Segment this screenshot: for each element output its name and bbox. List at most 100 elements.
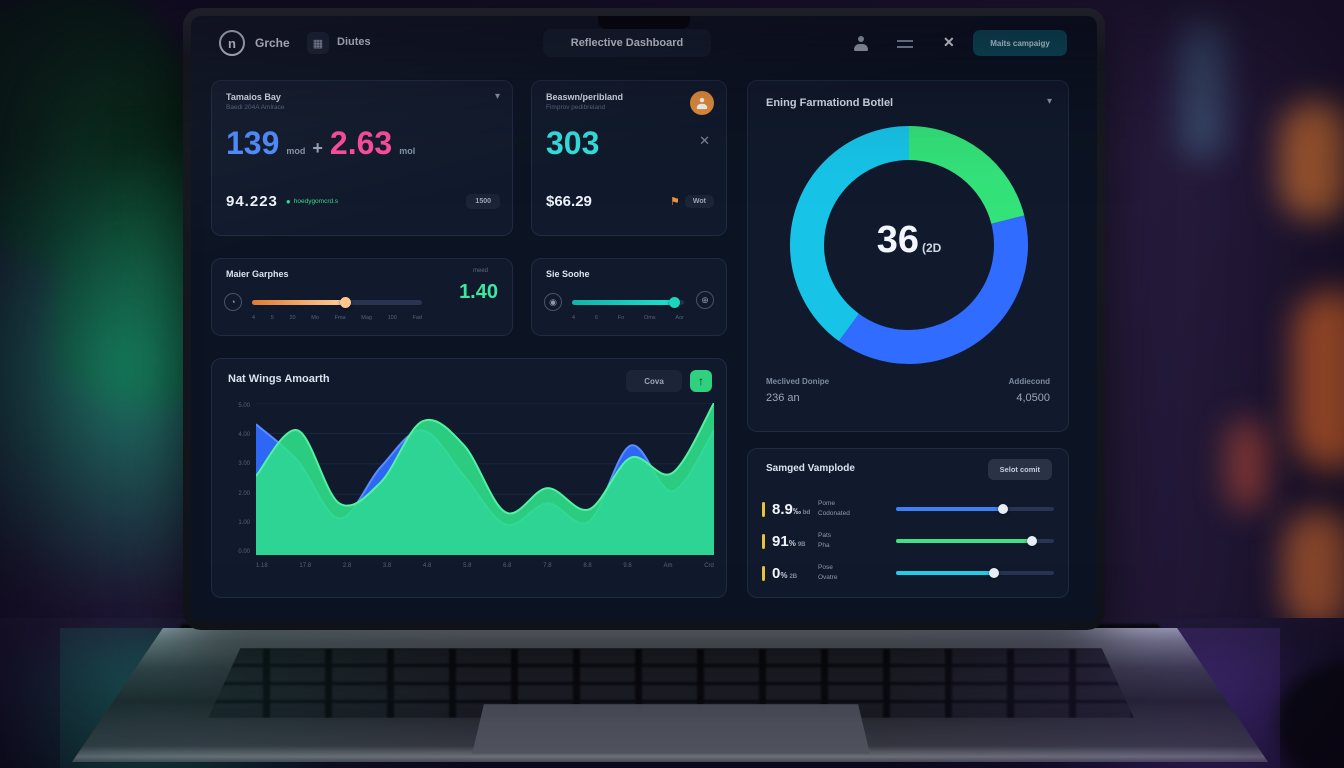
metric-value: 91% 9B <box>772 532 806 550</box>
metric-row: 91% 9B Pats Pha <box>762 525 1054 557</box>
metric-label: Pats Pha <box>818 532 832 549</box>
y-tick-label: 0.00 <box>238 548 250 555</box>
y-tick-label: 3.00 <box>238 461 250 468</box>
user-icon[interactable] <box>853 36 869 51</box>
cyan-bokeh-light <box>1180 20 1226 160</box>
chevron-down-icon[interactable]: ▾ <box>494 91 500 102</box>
metric-slider[interactable] <box>896 504 1054 514</box>
revenue-card-title: Beaswn/peribland <box>546 92 624 102</box>
slider1-knob[interactable] <box>339 297 351 308</box>
revenue-badge[interactable]: Wot <box>684 195 714 208</box>
stats-card-title: Tamaios Bay <box>226 92 281 102</box>
tick-label: Mo <box>311 315 319 321</box>
slider1-value: 1.40 <box>459 281 498 303</box>
revenue-value: 303 <box>546 125 600 161</box>
donut-stat1-value: 236 an <box>766 392 800 404</box>
metric-value: 8.9‰ bd <box>772 500 811 518</box>
y-tick-label: 1.00 <box>238 519 250 526</box>
metric-slider-knob[interactable] <box>988 568 999 578</box>
slider2-track[interactable] <box>572 297 684 308</box>
green-tag: ● hoedygomcrd.s <box>286 197 338 206</box>
campaign-button[interactable]: Maits campaigy <box>973 30 1067 56</box>
chevron-down-icon[interactable]: ▾ <box>1046 96 1052 107</box>
orange-bokeh-light <box>1286 510 1344 630</box>
donut-stat-left: Meclived Donipe 236 an <box>766 377 829 404</box>
metric-slider[interactable] <box>896 568 1054 578</box>
chart-x-labels: 1.18 17.8 2.8 3.8 4.8 5.8 6.8 7.8 8.8 9.8 Am Crd <box>256 563 714 569</box>
stat-value-1: 139 <box>226 125 280 161</box>
slider2-knob[interactable] <box>669 297 681 308</box>
slider1-track[interactable] <box>252 297 422 308</box>
donut-center-unit: (2D <box>921 241 942 255</box>
stat-unit-2: mol <box>399 146 416 156</box>
donut-stat2-label: Addiecond <box>1008 377 1050 386</box>
donut-title: Ening Farmationd Botlel <box>766 97 894 109</box>
revenue-amount: $66.29 <box>546 193 592 210</box>
tick-label: 20 <box>289 315 296 321</box>
x-tick-label: Am <box>663 563 673 569</box>
donut-center-value: 36 <box>876 219 919 261</box>
person-icon <box>696 97 708 109</box>
tick-label: Fma <box>334 315 346 321</box>
metric-slider-fill <box>896 507 1004 511</box>
page-title: Reflective Dashboard <box>543 29 711 57</box>
x-tick-label: 4.8 <box>423 563 432 569</box>
stat-unit-1: mod <box>286 146 306 156</box>
metric-label: Pose Ovatre <box>818 564 838 581</box>
metric-slider-knob[interactable] <box>1026 536 1037 546</box>
stats-values: 139 mod + 2.63 mol <box>226 125 415 162</box>
dial-icon[interactable]: ◉ <box>544 293 562 311</box>
chart-button[interactable]: Cova <box>626 370 682 392</box>
metric-slider-fill <box>896 571 994 575</box>
arrow-up-icon[interactable]: ↑ <box>690 370 712 392</box>
chart-title: Nat Wings Amoarth <box>228 373 330 385</box>
metric-slider[interactable] <box>896 536 1054 546</box>
x-tick-label: 2.8 <box>342 563 352 569</box>
slider1-ticks: 4 5 20 Mo Fma Mag 100 Fad <box>252 315 422 321</box>
donut-stat1-label: Meclived Donipe <box>766 377 830 386</box>
camera-notch <box>598 16 690 29</box>
menu-icon[interactable] <box>897 40 913 50</box>
dismiss-icon[interactable]: ✕ <box>699 133 710 148</box>
metric-label: Pome Codonated <box>818 500 850 517</box>
donut-card: Ening Farmationd Botlel ▾ 36 (2D Meclived… <box>747 80 1069 432</box>
laptop-trackpad <box>472 704 870 754</box>
tick-label: Mag <box>361 315 372 321</box>
select-commit-button[interactable]: Selot comit <box>987 459 1052 480</box>
stats-mini-button[interactable]: 1500 <box>466 194 500 209</box>
x-tick-label: Crd <box>704 563 714 569</box>
stats-card-subtitle: Baedi 204A Amlrace <box>226 104 285 111</box>
x-tick-label: 5.8 <box>463 563 472 569</box>
donut-stat2-value: 4,0500 <box>1016 392 1050 404</box>
plus-sign: + <box>312 138 323 158</box>
donut-segment-blue <box>790 126 1028 364</box>
metric-slider-knob[interactable] <box>998 504 1009 514</box>
nav-item-diutes[interactable]: Diutes <box>337 36 371 48</box>
badge-icon[interactable]: ⊕ <box>696 291 714 309</box>
metrics-title: Samged Vamplode <box>766 463 855 474</box>
orange-bokeh-light <box>1228 420 1268 510</box>
top-nav: n Grche ▦ Diutes Reflective Dashboard ✕ … <box>191 16 1097 70</box>
x-tick-label: 17.8 <box>299 563 312 569</box>
app-logo[interactable]: n <box>219 30 245 56</box>
metric-marker <box>762 533 765 549</box>
x-tick-label: 6.8 <box>503 563 512 569</box>
metrics-card: Samged Vamplode Selot comit 8.9‰ bd Pome Co… <box>747 448 1069 598</box>
metric-rows: 8.9‰ bd Pome Codonated 91% 9B Pats Pha 0% 2B Pose O… <box>762 493 1054 589</box>
grid-icon[interactable]: ▦ <box>307 32 329 54</box>
clock-icon[interactable]: ◔ <box>224 293 242 311</box>
chart-card: Nat Wings Amoarth Cova ↑ 5.00 4.00 3.00 2.0… <box>211 358 727 598</box>
slider-card-2: Sie Soohe ◉ ⊕ 4 6 Fo Oms Aor <box>531 258 727 336</box>
donut-segment-cyan <box>790 126 1028 364</box>
avatar[interactable] <box>690 91 714 115</box>
orange-bokeh-light <box>1296 290 1344 470</box>
close-icon[interactable]: ✕ <box>943 34 955 50</box>
tick-label: Fad <box>412 315 422 321</box>
tick-label: Fo <box>617 315 625 321</box>
dot-icon: ● <box>285 197 291 206</box>
x-tick-label: 8.8 <box>583 563 592 569</box>
tick-label: Oms <box>643 315 656 321</box>
x-tick-label: 3.8 <box>382 563 392 569</box>
chart-y-labels: 5.00 4.00 3.00 2.00 1.00 0.00 <box>220 403 250 555</box>
